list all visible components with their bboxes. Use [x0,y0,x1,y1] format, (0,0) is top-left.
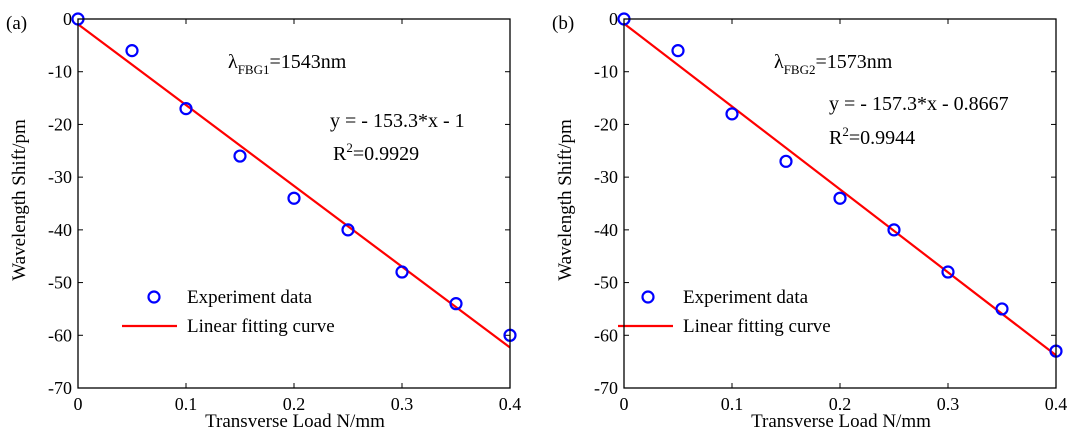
fit-line [77,23,511,349]
data-point [233,149,247,163]
data-point [179,102,193,116]
data-point [725,107,739,121]
x-tick-label: 0.3 [391,394,414,414]
x-tick-label: 0.2 [283,394,306,414]
y-tick-label: -20 [594,114,618,134]
data-point [449,297,463,311]
y-axis-label: Wavelength Shift/pm [555,119,576,281]
lambda-annotation: λFBG1=1543nm [228,51,347,77]
y-tick-label: -10 [48,62,72,82]
chart-panel-b: (b) Transverse Load N/mm Wavelength Shif… [546,0,1071,431]
data-point [833,191,847,205]
data-point [887,223,901,237]
legend-marker-experiment [641,290,655,304]
y-tick-label: -30 [594,167,618,187]
x-tick-label: 0.4 [1045,394,1068,414]
r-squared: R2=0.9929 [333,140,419,165]
r-squared-value: =0.9929 [353,143,419,165]
y-tick-label: -40 [48,220,72,240]
chart-svg-a: (a) Transverse Load N/mm Wavelength Shif… [6,9,521,431]
y-tick-label: -30 [48,167,72,187]
x-tick-label: 0.4 [499,394,522,414]
data-point [395,265,409,279]
panel-label: (a) [6,13,27,34]
data-point [779,154,793,168]
panel-label: (b) [552,13,574,34]
lambda-symbol: λ [774,51,784,73]
data-point [341,223,355,237]
data-point [287,191,301,205]
y-axis-label: Wavelength Shift/pm [9,119,30,281]
plot-frame [77,18,511,389]
data-point [671,44,685,58]
lambda-annotation: λFBG2=1573nm [774,51,893,77]
y-tick-label: -70 [48,378,72,398]
r-squared-prefix: R [333,143,347,165]
data-point [941,265,955,279]
fit-line [623,22,1057,357]
r-squared-exponent: 2 [842,124,849,139]
y-tick-label: -40 [594,220,618,240]
x-tick-label: 0.1 [721,394,744,414]
y-tick-label: -10 [594,62,618,82]
y-tick-label: 0 [63,9,72,29]
x-tick-label: 0.2 [829,394,852,414]
legend-label-experiment: Experiment data [187,287,313,308]
lambda-symbol: λ [228,51,238,73]
legend-label-fit: Linear fitting curve [683,316,831,337]
y-tick-label: -20 [48,114,72,134]
r-squared-value: =0.9944 [849,127,915,149]
legend-marker-experiment [147,290,161,304]
legend-label-experiment: Experiment data [683,287,809,308]
lambda-value: =1573nm [816,51,893,73]
r-squared-exponent: 2 [346,140,353,155]
lambda-subscript: FBG2 [784,62,816,77]
chart-panel-a: (a) Transverse Load N/mm Wavelength Shif… [0,0,535,431]
y-tick-label: 0 [609,9,618,29]
y-tick-label: -60 [594,325,618,345]
plot-frame [623,18,1057,389]
y-tick-label: -50 [48,273,72,293]
y-tick-label: -70 [594,378,618,398]
y-tick-label: -50 [594,273,618,293]
lambda-subscript: FBG1 [238,62,270,77]
x-tick-label: 0.1 [175,394,198,414]
plot-area: 0 0.1 0.2 0.3 0.4 0 -10 -20 -30 -40 -50 -60 -70 [48,9,521,414]
r-squared: R2=0.9944 [829,124,915,149]
legend-label-fit: Linear fitting curve [187,316,335,337]
x-tick-label: 0.3 [937,394,960,414]
plot-area: 0 0.1 0.2 0.3 0.4 0 -10 -20 -30 -40 -50 -60 -70 [594,9,1067,414]
r-squared-prefix: R [829,127,843,149]
x-axis-label: Transverse Load N/mm [751,411,931,431]
fit-equation: y = - 157.3*x - 0.8667 [829,93,1009,115]
y-tick-label: -60 [48,325,72,345]
data-point [125,44,139,58]
x-axis-label: Transverse Load N/mm [205,411,385,431]
data-point [995,302,1009,316]
fit-equation: y = - 153.3*x - 1 [330,110,465,132]
lambda-value: =1543nm [270,51,347,73]
x-tick-label: 0 [620,394,629,414]
chart-svg-b: (b) Transverse Load N/mm Wavelength Shif… [552,9,1067,431]
x-tick-label: 0 [74,394,83,414]
